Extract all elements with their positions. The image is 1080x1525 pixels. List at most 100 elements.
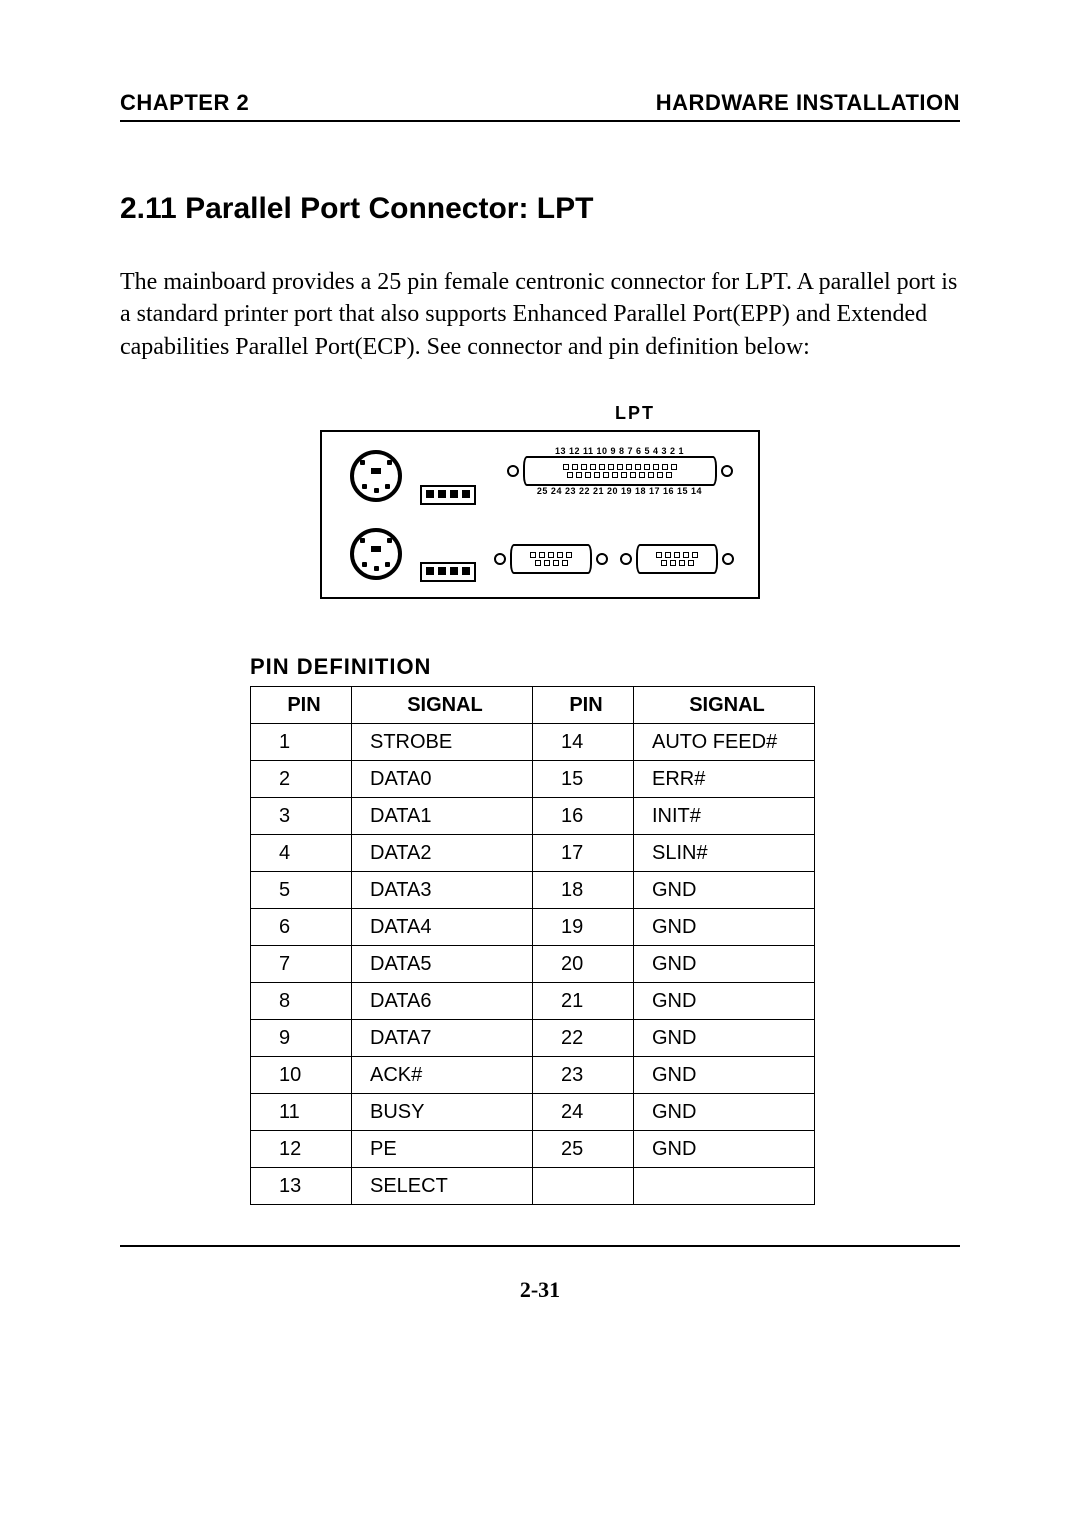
pin-cell: 4 (251, 835, 352, 872)
signal-cell: GND (634, 872, 815, 909)
signal-cell: GND (634, 909, 815, 946)
signal-cell: SLIN# (634, 835, 815, 872)
signal-cell: GND (634, 1131, 815, 1168)
pin-cell: 2 (251, 761, 352, 798)
pin-cell: 23 (533, 1057, 634, 1094)
pin-cell: 17 (533, 835, 634, 872)
diagram-label: LPT (320, 403, 760, 424)
pin-cell: 12 (251, 1131, 352, 1168)
pin-cell: 5 (251, 872, 352, 909)
signal-cell: ERR# (634, 761, 815, 798)
table-row: 1STROBE14AUTO FEED# (251, 724, 815, 761)
signal-cell: GND (634, 946, 815, 983)
page: CHAPTER 2 HARDWARE INSTALLATION 2.11 Par… (0, 0, 1080, 1525)
table-row: 6DATA419GND (251, 909, 815, 946)
screw-icon (620, 553, 632, 565)
small-port-icon (420, 562, 476, 582)
table-row: 9DATA722GND (251, 1020, 815, 1057)
diagram-box: 13 12 11 10 9 8 7 6 5 4 3 2 1 25 24 23 2 (320, 430, 760, 599)
signal-cell: DATA7 (352, 1020, 533, 1057)
section-paragraph: The mainboard provides a 25 pin female c… (120, 266, 960, 363)
pin-cell: 25 (533, 1131, 634, 1168)
signal-cell: DATA3 (352, 872, 533, 909)
signal-cell: AUTO FEED# (634, 724, 815, 761)
pin-definition-table: PIN SIGNAL PIN SIGNAL 1STROBE14AUTO FEED… (250, 686, 815, 1205)
table-row: 11BUSY24GND (251, 1094, 815, 1131)
ps2-connector-icon (350, 528, 402, 580)
pin-cell: 6 (251, 909, 352, 946)
signal-cell: DATA2 (352, 835, 533, 872)
table-row: 4DATA217SLIN# (251, 835, 815, 872)
signal-cell: SELECT (352, 1168, 533, 1205)
pin-cell: 20 (533, 946, 634, 983)
pin-cell: 8 (251, 983, 352, 1020)
pin-cell: 9 (251, 1020, 352, 1057)
screw-icon (721, 465, 733, 477)
pin-cell: 13 (251, 1168, 352, 1205)
col-header-signal: SIGNAL (352, 687, 533, 724)
signal-cell (634, 1168, 815, 1205)
connector-diagram: LPT (320, 403, 760, 599)
pin-cell: 16 (533, 798, 634, 835)
pin-cell: 1 (251, 724, 352, 761)
pin-cell: 11 (251, 1094, 352, 1131)
header-chapter: CHAPTER 2 (120, 90, 249, 116)
signal-cell: DATA0 (352, 761, 533, 798)
table-row: 13SELECT (251, 1168, 815, 1205)
table-row: 7DATA520GND (251, 946, 815, 983)
signal-cell: DATA4 (352, 909, 533, 946)
pin-cell: 22 (533, 1020, 634, 1057)
pin-row (567, 472, 672, 478)
small-port-icon (420, 485, 476, 505)
pin-cell: 18 (533, 872, 634, 909)
signal-cell: DATA5 (352, 946, 533, 983)
screw-icon (722, 553, 734, 565)
col-header-pin: PIN (533, 687, 634, 724)
db25-bottom-pin-numbers: 25 24 23 22 21 20 19 18 17 16 15 14 (492, 486, 747, 496)
pin-row (563, 464, 677, 470)
page-number: 2-31 (120, 1277, 960, 1303)
db9-connector-icon (636, 544, 718, 574)
col-header-pin: PIN (251, 687, 352, 724)
pin-cell: 19 (533, 909, 634, 946)
signal-cell: GND (634, 983, 815, 1020)
ps2-connector-icon (350, 450, 402, 502)
section-heading: 2.11 Parallel Port Connector: LPT (120, 192, 960, 226)
pin-cell: 15 (533, 761, 634, 798)
screw-icon (507, 465, 519, 477)
page-header: CHAPTER 2 HARDWARE INSTALLATION (120, 90, 960, 122)
pin-cell: 21 (533, 983, 634, 1020)
signal-cell: PE (352, 1131, 533, 1168)
table-row: 3DATA116INIT# (251, 798, 815, 835)
pin-cell: 10 (251, 1057, 352, 1094)
db25-top-pin-numbers: 13 12 11 10 9 8 7 6 5 4 3 2 1 (492, 446, 747, 456)
pin-cell: 14 (533, 724, 634, 761)
table-title: PIN DEFINITION (250, 654, 960, 680)
signal-cell: GND (634, 1094, 815, 1131)
signal-cell: ACK# (352, 1057, 533, 1094)
pin-cell (533, 1168, 634, 1205)
table-row: 8DATA621GND (251, 983, 815, 1020)
table-row: 10ACK#23GND (251, 1057, 815, 1094)
pin-cell: 3 (251, 798, 352, 835)
signal-cell: STROBE (352, 724, 533, 761)
signal-cell: BUSY (352, 1094, 533, 1131)
screw-icon (596, 553, 608, 565)
col-header-signal: SIGNAL (634, 687, 815, 724)
signal-cell: GND (634, 1020, 815, 1057)
footer-rule (120, 1245, 960, 1247)
table-row: 12PE25GND (251, 1131, 815, 1168)
signal-cell: INIT# (634, 798, 815, 835)
db9-connector-icon (510, 544, 592, 574)
signal-cell: DATA1 (352, 798, 533, 835)
table-row: 2DATA015ERR# (251, 761, 815, 798)
db25-connector-icon (523, 456, 717, 486)
screw-icon (494, 553, 506, 565)
signal-cell: GND (634, 1057, 815, 1094)
table-header-row: PIN SIGNAL PIN SIGNAL (251, 687, 815, 724)
pin-cell: 24 (533, 1094, 634, 1131)
table-row: 5DATA318GND (251, 872, 815, 909)
signal-cell: DATA6 (352, 983, 533, 1020)
pin-cell: 7 (251, 946, 352, 983)
header-title: HARDWARE INSTALLATION (656, 90, 960, 116)
